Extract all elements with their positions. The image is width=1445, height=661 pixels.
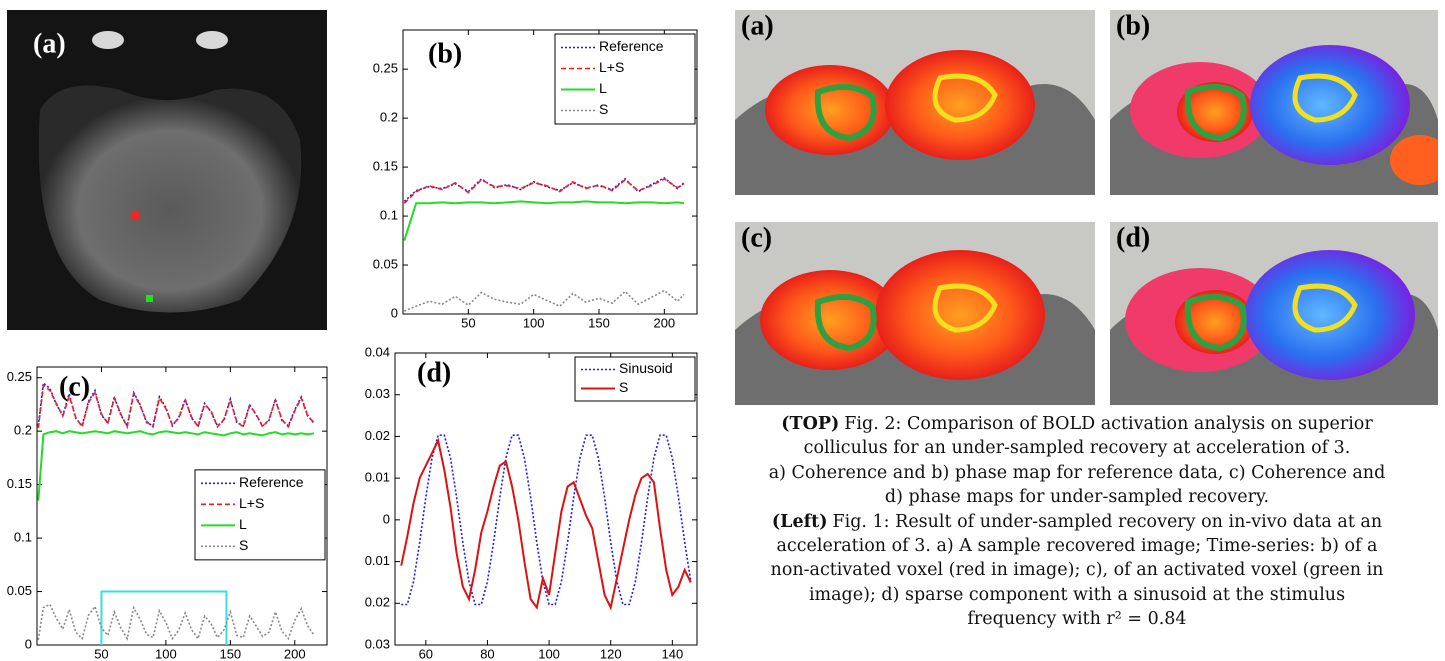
panel-label: (d) <box>1116 222 1150 253</box>
y-tick-label: 0.05 <box>7 583 32 598</box>
series-line <box>403 289 685 312</box>
brain-image <box>735 10 1095 195</box>
legend-label: L <box>239 516 247 532</box>
x-tick-label: 150 <box>219 646 241 661</box>
y-tick-label: 0.25 <box>7 369 32 384</box>
series-line <box>403 200 685 241</box>
caption-heading: (TOP) <box>781 414 840 434</box>
x-tick-label: 80 <box>480 646 494 661</box>
panel-label: (b) <box>428 38 462 69</box>
caption-line: non-activated voxel (red in image); c), … <box>770 560 1384 581</box>
caption-line: acceleration of 3. a) A sample recovered… <box>776 536 1378 557</box>
panel-label: (a) <box>33 28 66 59</box>
legend-label: S <box>239 537 248 553</box>
y-tick-label: 0 <box>383 511 390 526</box>
panel-label: (c) <box>59 371 90 402</box>
legend-label: L+S <box>599 59 624 75</box>
legend-label: Reference <box>239 474 304 490</box>
series-line <box>37 430 315 501</box>
x-tick-label: 200 <box>653 315 675 330</box>
y-tick-label: 0.03 <box>365 386 390 401</box>
legend-box <box>554 33 696 125</box>
caption: (TOP) Fig. 2: Comparison of BOLD activati… <box>712 412 1442 632</box>
y-tick-label: 0.1 <box>380 208 398 223</box>
caption-line: d) phase maps for under-sampled recovery… <box>884 487 1270 508</box>
mri-image: (a) <box>7 10 327 330</box>
y-tick-label: 0.03 <box>365 636 390 651</box>
caption-text: Fig. 2: Comparison of BOLD activation an… <box>844 414 1373 434</box>
caption-line: (TOP) Fig. 2: Comparison of BOLD activati… <box>712 412 1442 436</box>
x-tick-label: 60 <box>419 646 433 661</box>
brain-image <box>1110 10 1438 195</box>
legend-label: L <box>599 80 607 96</box>
legend-label: S <box>619 379 628 395</box>
legend-label: L+S <box>239 495 264 511</box>
caption-text: Fig. 1: Result of under-sampled recovery… <box>832 511 1383 532</box>
y-tick-label: 0 <box>391 305 398 320</box>
legend-label: S <box>599 101 608 117</box>
y-tick-label: 0.05 <box>373 256 398 271</box>
x-tick-label: 50 <box>461 315 475 330</box>
legend-box <box>194 469 326 561</box>
legend-box <box>574 356 696 402</box>
series-line <box>403 177 685 204</box>
legend-label: Reference <box>599 38 664 54</box>
legend: Reference L+S LS <box>554 33 696 125</box>
x-tick-label: 140 <box>661 646 683 661</box>
series-line <box>37 603 315 641</box>
y-tick-label: 0.01 <box>365 470 390 485</box>
y-tick-label: 0.2 <box>380 110 398 125</box>
caption-heading: (Left) <box>771 511 828 532</box>
panel-label: (d) <box>417 357 451 388</box>
stimulus-box <box>100 590 228 645</box>
y-tick-label: 0.25 <box>373 61 398 76</box>
series-line <box>401 434 692 606</box>
panel-label: (a) <box>741 10 774 41</box>
x-tick-label: 100 <box>523 315 545 330</box>
y-tick-label: 0.15 <box>373 159 398 174</box>
y-tick-label: 0.01 <box>365 553 390 568</box>
series-line <box>400 437 692 611</box>
brain-image <box>735 222 1095 405</box>
x-tick-label: 200 <box>284 646 306 661</box>
legend: Reference L+S LS <box>194 469 326 561</box>
x-tick-label: 100 <box>538 646 560 661</box>
caption-line: image); d) sparse component with a sinus… <box>808 584 1346 605</box>
panel-label: (b) <box>1116 10 1150 41</box>
caption-line: (Left) Fig. 1: Result of under-sampled re… <box>712 510 1442 534</box>
x-tick-label: 50 <box>94 646 108 661</box>
caption-line: frequency with r² = 0.84 <box>967 609 1187 630</box>
y-tick-label: 0.15 <box>7 476 32 491</box>
caption-line: colliculus for an under-sampled recovery… <box>803 438 1351 459</box>
y-tick-label: 0.2 <box>14 423 32 438</box>
y-tick-label: 0.04 <box>365 344 390 359</box>
x-tick-label: 100 <box>155 646 177 661</box>
brain-image <box>1110 222 1438 405</box>
y-tick-label: 0.02 <box>365 595 390 610</box>
y-tick-label: 0 <box>25 636 32 651</box>
legend: Sinusoid S <box>574 356 696 402</box>
caption-line: a) Coherence and b) phase map for refere… <box>768 462 1386 483</box>
y-tick-label: 0.02 <box>365 428 390 443</box>
y-tick-label: 0.1 <box>14 530 32 545</box>
x-tick-label: 120 <box>600 646 622 661</box>
series-line <box>37 383 315 430</box>
panel-label: (c) <box>741 222 772 253</box>
legend-label: Sinusoid <box>619 360 673 376</box>
x-tick-label: 150 <box>588 315 610 330</box>
